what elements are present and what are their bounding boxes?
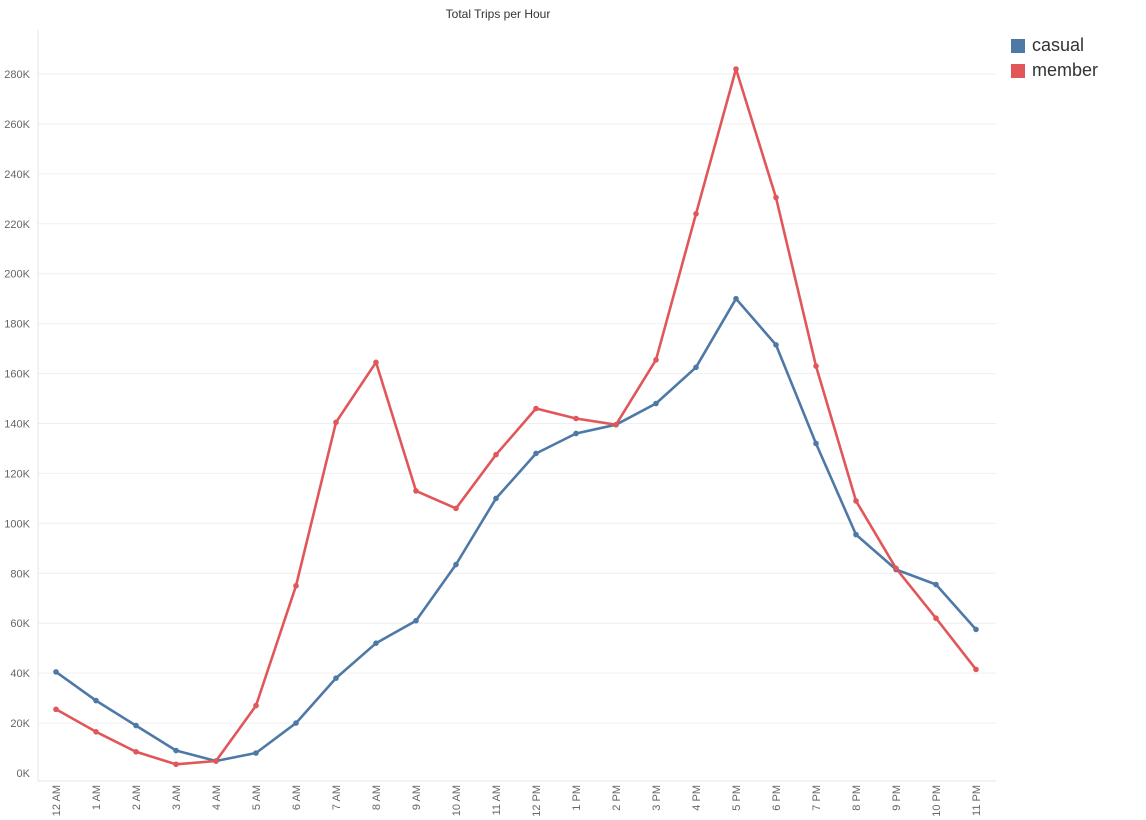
- data-point-casual[interactable]: [253, 750, 259, 756]
- data-point-member[interactable]: [93, 729, 99, 735]
- x-tick-label: 6 AM: [291, 785, 303, 810]
- x-tick-label: 8 PM: [851, 785, 863, 811]
- data-point-casual[interactable]: [733, 295, 739, 302]
- data-point-member[interactable]: [973, 666, 979, 673]
- x-tick-label: 2 PM: [611, 785, 623, 811]
- x-tick-label: 11 PM: [971, 785, 983, 816]
- data-point-member[interactable]: [573, 415, 579, 422]
- legend: casual member: [1011, 33, 1098, 83]
- x-tick-label: 4 AM: [211, 785, 223, 810]
- data-point-member[interactable]: [493, 451, 499, 458]
- y-tick-label: 120K: [4, 468, 30, 480]
- y-tick-label: 220K: [4, 219, 30, 231]
- x-tick-label: 9 AM: [411, 785, 423, 810]
- data-point-member[interactable]: [813, 363, 819, 369]
- data-point-member[interactable]: [213, 758, 219, 764]
- data-point-member[interactable]: [133, 748, 139, 755]
- x-tick-label: 10 AM: [451, 785, 463, 816]
- y-tick-label: 200K: [4, 269, 30, 281]
- data-point-member[interactable]: [613, 421, 619, 428]
- x-tick-label: 10 PM: [931, 785, 943, 817]
- y-tick-label: 40K: [10, 668, 30, 680]
- y-tick-label: 100K: [4, 518, 30, 530]
- data-point-member[interactable]: [533, 405, 539, 412]
- y-tick-label: 20K: [10, 718, 30, 730]
- legend-item-casual[interactable]: casual: [1011, 33, 1098, 58]
- data-point-casual[interactable]: [973, 626, 979, 633]
- series-lines: [53, 66, 979, 768]
- y-tick-label: 260K: [4, 119, 30, 131]
- data-point-casual[interactable]: [693, 364, 699, 371]
- data-point-member[interactable]: [893, 565, 899, 572]
- data-point-casual[interactable]: [573, 430, 579, 437]
- x-tick-label: 12 PM: [531, 785, 543, 817]
- x-tick-label: 3 PM: [651, 785, 663, 811]
- x-tick-label: 5 AM: [251, 785, 263, 810]
- x-tick-label: 4 PM: [691, 785, 703, 811]
- data-point-member[interactable]: [693, 211, 699, 217]
- data-point-casual[interactable]: [773, 342, 779, 348]
- data-point-casual[interactable]: [333, 675, 339, 681]
- y-tick-label: 160K: [4, 369, 30, 381]
- data-point-casual[interactable]: [373, 640, 379, 646]
- legend-item-member[interactable]: member: [1011, 58, 1098, 83]
- data-point-member[interactable]: [413, 488, 419, 494]
- legend-label-member: member: [1032, 60, 1099, 80]
- data-point-casual[interactable]: [813, 440, 819, 447]
- x-tick-label: 6 PM: [771, 785, 783, 811]
- x-tick-label: 11 AM: [491, 785, 503, 815]
- data-point-casual[interactable]: [53, 669, 59, 675]
- x-tick-label: 1 PM: [571, 785, 583, 811]
- y-tick-label: 60K: [10, 618, 30, 630]
- data-point-casual[interactable]: [133, 722, 139, 729]
- y-tick-label: 240K: [4, 169, 30, 181]
- y-tick-label: 280K: [4, 69, 30, 81]
- legend-label-casual: casual: [1032, 35, 1085, 55]
- legend-swatch-casual: [1011, 38, 1025, 53]
- data-point-casual[interactable]: [653, 400, 659, 407]
- gridlines: [38, 73, 996, 724]
- data-point-casual[interactable]: [933, 581, 939, 588]
- y-tick-label: 140K: [4, 419, 30, 431]
- x-tick-label: 5 PM: [731, 785, 743, 811]
- x-tick-label: 1 AM: [91, 785, 103, 810]
- data-point-member[interactable]: [653, 357, 659, 363]
- data-point-casual[interactable]: [173, 747, 179, 754]
- data-point-casual[interactable]: [293, 720, 299, 726]
- data-point-member[interactable]: [53, 706, 59, 713]
- y-tick-label: 80K: [10, 568, 30, 580]
- data-point-member[interactable]: [453, 505, 459, 512]
- data-point-casual[interactable]: [453, 561, 459, 568]
- legend-swatch-member: [1011, 63, 1025, 78]
- y-tick-label: 0K: [17, 768, 31, 780]
- plot-area: 0K 20K 40K 60K 80K 100K 120K 140K 160K 180K 200K 22…: [4, 30, 996, 817]
- data-point-casual[interactable]: [493, 495, 499, 502]
- data-point-member[interactable]: [333, 419, 339, 426]
- series-line-casual: [54, 297, 978, 763]
- x-tick-label: 2 AM: [131, 785, 143, 810]
- x-tick-label: 7 AM: [331, 785, 343, 810]
- data-point-member[interactable]: [253, 702, 259, 709]
- y-tick-label: 180K: [4, 319, 30, 331]
- data-point-member[interactable]: [733, 66, 739, 72]
- data-point-member[interactable]: [293, 582, 299, 589]
- data-point-member[interactable]: [853, 498, 859, 504]
- chart-title: Total Trips per Hour: [445, 7, 551, 21]
- x-tick-label: 9 PM: [891, 785, 903, 811]
- data-point-member[interactable]: [373, 359, 379, 366]
- axes: 0K 20K 40K 60K 80K 100K 120K 140K 160K 180K 200K 22…: [4, 30, 996, 817]
- x-tick-label: 3 AM: [171, 785, 183, 810]
- data-point-casual[interactable]: [93, 697, 99, 704]
- series-line-member: [54, 67, 978, 766]
- x-tick-label: 8 AM: [371, 785, 383, 810]
- data-point-casual[interactable]: [853, 531, 859, 538]
- x-tick-label: 12 AM: [51, 785, 63, 816]
- data-point-member[interactable]: [173, 761, 179, 768]
- x-tick-label: 7 PM: [811, 785, 823, 811]
- data-point-casual[interactable]: [413, 617, 419, 624]
- data-point-casual[interactable]: [533, 450, 539, 457]
- data-point-member[interactable]: [773, 194, 779, 201]
- data-point-member[interactable]: [933, 615, 939, 622]
